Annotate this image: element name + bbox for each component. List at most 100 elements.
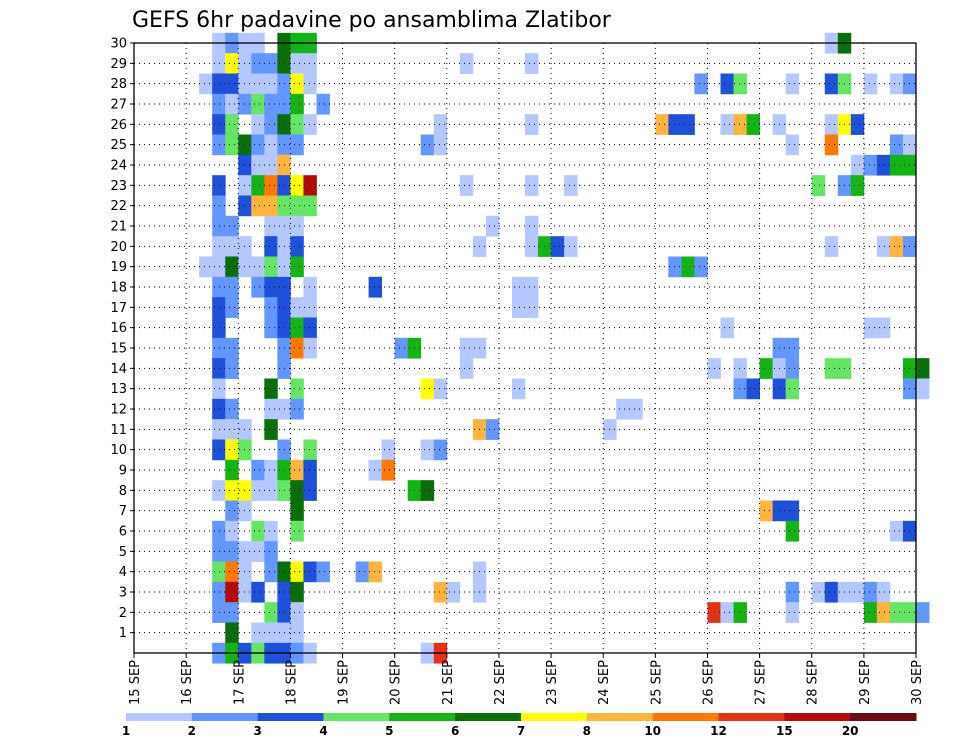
heatmap-cell <box>225 236 239 257</box>
heatmap-cell <box>290 622 304 644</box>
y-tick-label: 20 <box>110 240 127 255</box>
legend-swatch <box>323 713 390 721</box>
heatmap-cell <box>251 622 265 644</box>
x-tick-label: 30 SEP <box>910 660 925 705</box>
heatmap-cell <box>290 114 304 135</box>
heatmap-cell <box>785 520 800 542</box>
heatmap-cell <box>264 175 278 196</box>
y-tick-label: 13 <box>110 382 127 397</box>
heatmap-cell <box>290 175 304 196</box>
y-tick-label: 27 <box>110 98 127 113</box>
legend-swatch <box>521 713 588 721</box>
heatmap-cell <box>251 114 265 135</box>
heatmap-cell <box>212 93 226 115</box>
heatmap-cell <box>290 561 304 583</box>
heatmap-cell <box>225 53 239 74</box>
x-axis-ticks: 15 SEP 16 SEP 17 SEP 18 SEP 19 SEP 20 SEP 21 S… <box>128 653 925 705</box>
heatmap-cell <box>225 581 239 603</box>
y-tick-label: 30 <box>110 37 127 52</box>
heatmap-cell <box>225 134 239 156</box>
heatmap-cell <box>759 358 774 379</box>
heatmap-cell <box>720 73 734 95</box>
heatmap-cell <box>303 53 317 74</box>
heatmap-cell <box>264 236 278 257</box>
heatmap-cell <box>889 520 904 542</box>
heatmap-cell <box>525 276 539 298</box>
heatmap-cell <box>746 378 760 400</box>
y-tick-label: 15 <box>110 342 127 357</box>
heatmap-cell <box>733 378 747 400</box>
heatmap-cell <box>876 581 891 603</box>
heatmap-cell <box>251 53 265 74</box>
heatmap-cell <box>225 520 239 542</box>
heatmap-cell <box>824 236 839 257</box>
heatmap-cell <box>264 541 278 562</box>
x-tick-label: 21 SEP <box>441 660 456 705</box>
heatmap-cell <box>212 541 226 562</box>
heatmap-cell <box>863 317 878 339</box>
heatmap-cell <box>212 480 226 501</box>
heatmap-cell <box>290 53 304 74</box>
heatmap-cell <box>863 73 878 95</box>
heatmap-cell <box>225 215 239 237</box>
heatmap-cell <box>225 297 239 318</box>
heatmap-cell <box>290 500 304 522</box>
heatmap-cell <box>316 93 330 115</box>
legend-label: 12 <box>710 724 727 738</box>
heatmap-cell <box>212 134 226 156</box>
heatmap-cell <box>629 398 643 420</box>
heatmap-cell <box>251 195 265 217</box>
legend-label: 6 <box>451 724 459 738</box>
x-tick-label: 16 SEP <box>180 660 195 705</box>
heatmap-cell <box>264 114 278 135</box>
legend-label: 3 <box>253 724 261 738</box>
heatmap-cell <box>733 114 747 135</box>
y-tick-label: 11 <box>110 423 127 438</box>
heatmap-cell <box>290 134 304 156</box>
heatmap-cell <box>264 459 278 481</box>
legend-label: 2 <box>188 724 196 738</box>
x-tick-label: 18 SEP <box>284 660 299 705</box>
heatmap-cell <box>290 195 304 217</box>
heatmap-cell <box>863 154 878 176</box>
heatmap-cell <box>290 480 304 501</box>
heatmap-cell <box>420 378 435 400</box>
heatmap-cell <box>303 297 317 318</box>
legend-label: 15 <box>776 724 793 738</box>
x-tick-label: 28 SEP <box>806 660 821 705</box>
heatmap-cell <box>264 195 278 217</box>
heatmap-cell <box>251 520 265 542</box>
heatmap-cell <box>511 276 526 298</box>
heatmap-cell <box>759 500 774 522</box>
heatmap-cell <box>225 622 239 644</box>
heatmap-cell <box>225 398 239 420</box>
y-tick-label: 19 <box>110 260 127 275</box>
heatmap-cell <box>264 73 278 95</box>
heatmap-cell <box>264 215 278 237</box>
heatmap-cell <box>785 378 800 400</box>
heatmap-cell <box>212 378 226 400</box>
heatmap-cell <box>681 256 695 278</box>
heatmap-cell <box>212 276 226 298</box>
heatmap-cell <box>290 297 304 318</box>
heatmap-cell <box>889 73 904 95</box>
heatmap-cell <box>889 154 904 176</box>
heatmap-cell <box>303 561 317 583</box>
heatmap-cell <box>381 459 396 481</box>
heatmap-cell <box>264 398 278 420</box>
legend-swatch <box>191 713 259 721</box>
y-tick-label: 22 <box>110 199 127 214</box>
heatmap-cell <box>212 175 226 196</box>
y-tick-label: 8 <box>119 484 127 499</box>
heatmap-cell <box>824 114 839 135</box>
heatmap-cell <box>681 114 695 135</box>
heatmap-cell <box>720 114 734 135</box>
heatmap-cell <box>564 236 578 257</box>
x-tick-label: 25 SEP <box>649 660 664 705</box>
heatmap-cell <box>212 520 226 542</box>
heatmap-cell <box>433 134 448 156</box>
heatmap-cell <box>381 439 396 461</box>
heatmap-cell <box>290 236 304 257</box>
y-tick-label: 6 <box>119 525 127 540</box>
heatmap-cell <box>485 215 500 237</box>
